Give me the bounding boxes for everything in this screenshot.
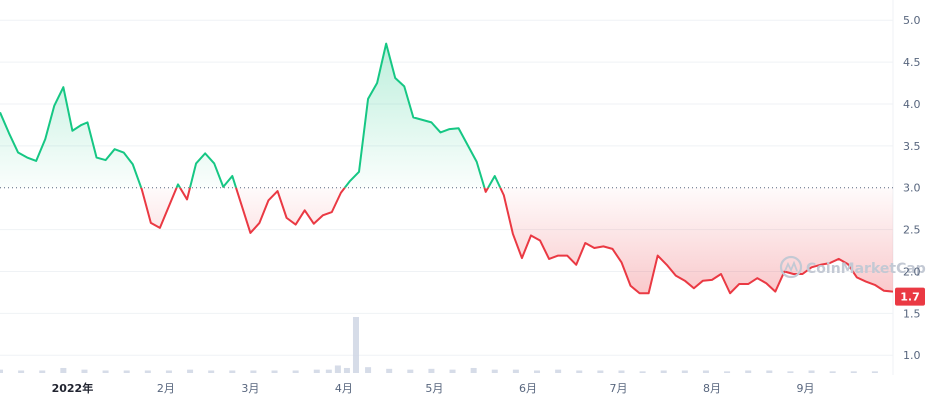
volume-bar [491, 369, 498, 373]
volume-bar [618, 370, 625, 373]
volume-bar [808, 370, 815, 373]
volume-bar [766, 370, 773, 373]
volume-bar [343, 367, 350, 373]
volume-bar [292, 370, 299, 373]
volume-bar [470, 367, 477, 373]
volume-bar [449, 369, 456, 373]
volume-bar [0, 369, 3, 373]
volume-bars [0, 317, 878, 373]
x-tick-label: 2022年 [52, 381, 94, 395]
volume-bar [386, 368, 393, 373]
y-tick-label: 5.0 [903, 14, 921, 27]
volume-bar [871, 371, 878, 373]
y-tick-label: 1.5 [903, 307, 921, 320]
volume-bar [187, 369, 194, 373]
volume-bar [313, 369, 320, 373]
y-tick-label: 4.0 [903, 98, 921, 111]
volume-bar [829, 371, 836, 373]
x-tick-label: 9月 [797, 382, 815, 395]
watermark-logo-icon [779, 255, 803, 279]
x-tick-label: 6月 [519, 382, 537, 395]
volume-bar [428, 368, 435, 373]
volume-bar [555, 369, 562, 373]
volume-bar [81, 369, 88, 373]
price-line [0, 42, 893, 295]
x-tick-label: 8月 [703, 382, 721, 395]
volume-bar [352, 317, 359, 373]
area-above-baseline [0, 43, 501, 188]
volume-bar [850, 371, 857, 373]
volume-bar [325, 369, 332, 373]
current-price-tag-bg [895, 287, 925, 306]
x-tick-label: 4月 [335, 382, 353, 395]
volume-bar [271, 370, 278, 373]
x-tick-label: 3月 [241, 382, 259, 395]
y-tick-label: 2.5 [903, 224, 921, 237]
volume-bar [787, 371, 794, 373]
volume-bar [334, 365, 341, 373]
volume-bar [229, 370, 236, 373]
volume-bar [534, 370, 541, 373]
volume-bar [597, 370, 604, 373]
volume-bar [18, 370, 25, 373]
volume-bar [512, 369, 519, 373]
volume-bar [165, 370, 172, 373]
volume-bar [407, 369, 414, 373]
volume-bar [123, 370, 130, 373]
grid-lines [0, 0, 894, 375]
watermark: CoinMarketCap [779, 255, 926, 279]
volume-bar [681, 370, 688, 373]
volume-bar [208, 370, 215, 373]
x-tick-label: 5月 [425, 382, 443, 395]
volume-bar [702, 370, 709, 373]
price-line-up [0, 42, 502, 188]
y-tick-label: 4.5 [903, 56, 921, 69]
x-tick-label: 2月 [157, 382, 175, 395]
y-tick-label: 2.0 [903, 265, 921, 278]
price-line-down [140, 187, 893, 295]
volume-bar [724, 371, 731, 373]
volume-bar [660, 370, 667, 373]
y-tick-label: 3.0 [903, 182, 921, 195]
x-tick-label: 7月 [609, 382, 627, 395]
volume-bar [60, 367, 67, 373]
x-axis: 2022年 2月 3月 4月 5月 6月 7月 8月 9月 [52, 381, 815, 395]
y-tick-label: 3.5 [903, 140, 921, 153]
volume-bar [39, 370, 46, 373]
y-axis: 5.0 4.5 4.0 3.5 3.0 2.5 2.0 1.5 1.0 [903, 14, 921, 362]
volume-bar [365, 367, 372, 373]
watermark-logo-glyph-icon [784, 260, 798, 273]
watermark-text: CoinMarketCap [806, 261, 926, 277]
current-price-label: 1.7 [900, 291, 920, 304]
volume-bar [576, 370, 583, 373]
volume-bar [144, 370, 151, 373]
volume-bar [250, 370, 257, 373]
volume-bar [639, 371, 646, 373]
current-price-tag: 1.7 [895, 287, 925, 306]
volume-bar [745, 370, 752, 373]
y-tick-label: 1.0 [903, 349, 921, 362]
volume-bar [102, 370, 109, 373]
